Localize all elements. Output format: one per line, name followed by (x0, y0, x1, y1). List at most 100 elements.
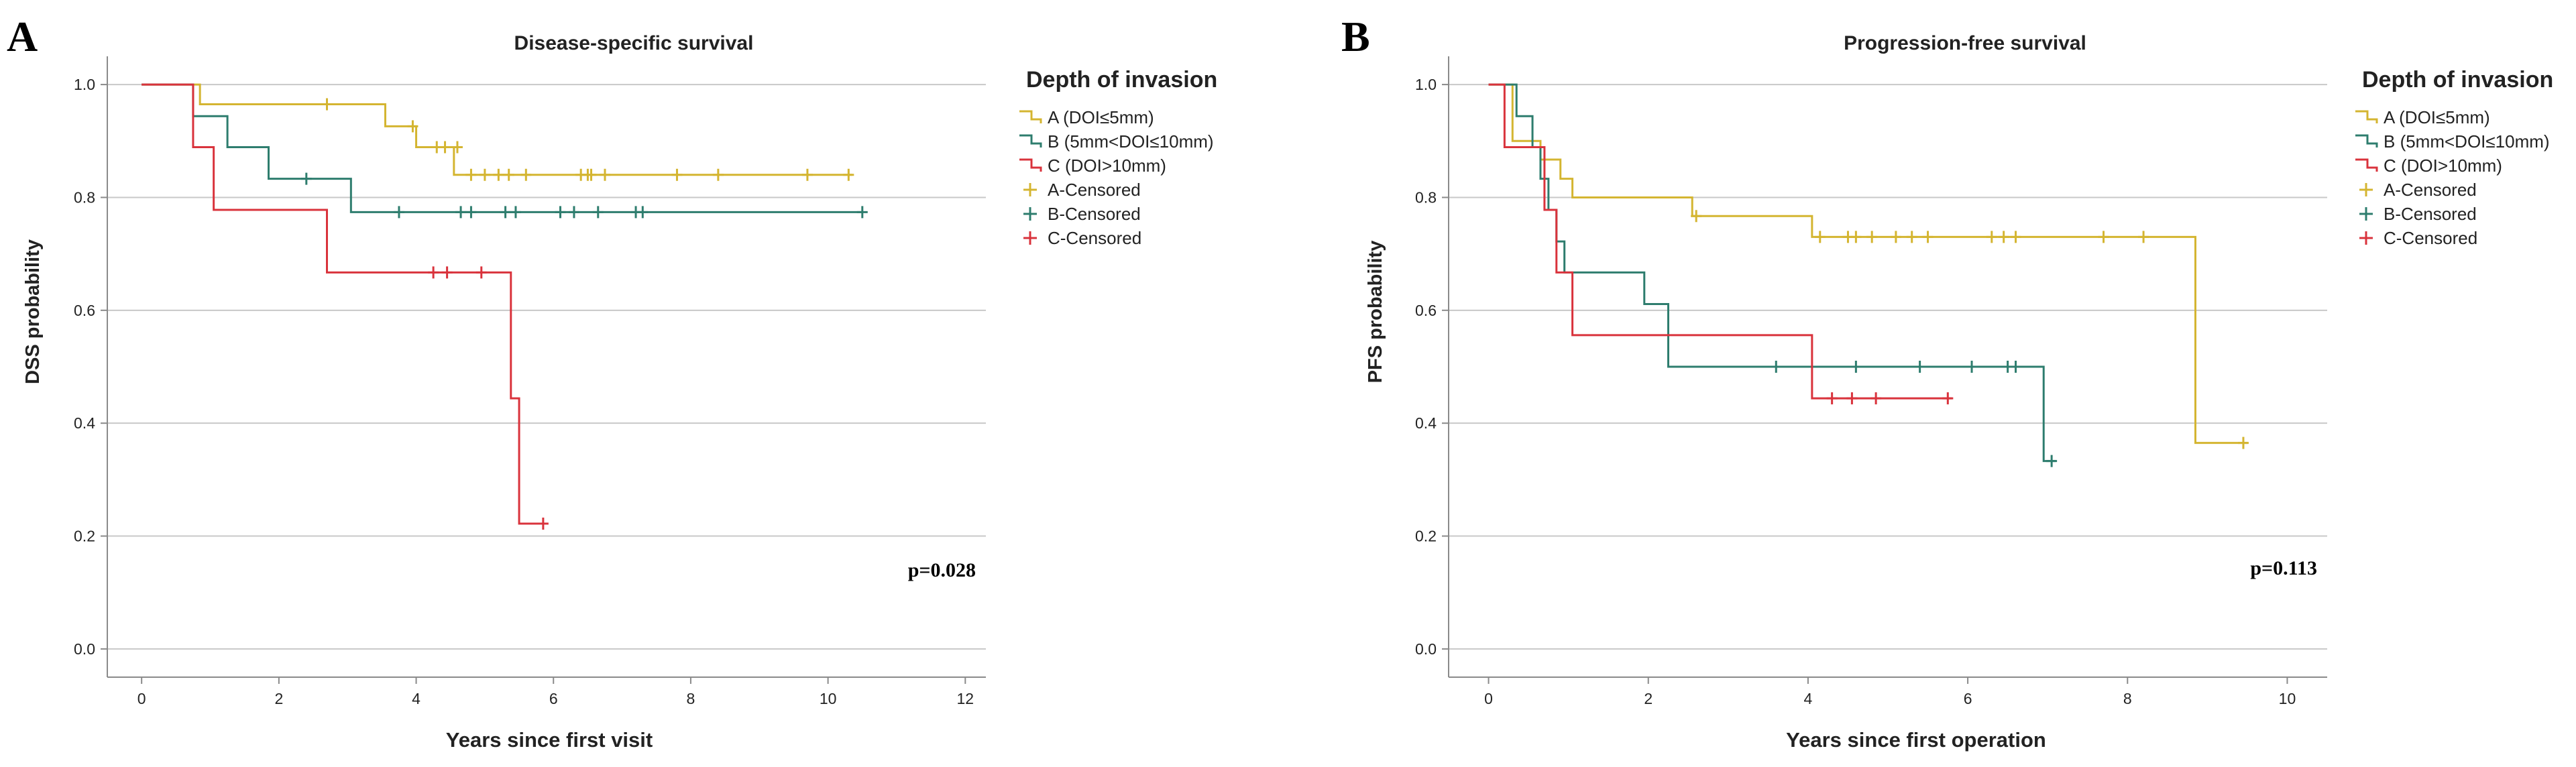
panel-b-censor-mark-a (1814, 231, 1826, 243)
panel-b-legend-censor-swatch (2359, 207, 2373, 221)
panel-a-y-tick-label: 0.6 (74, 302, 95, 319)
panel-b-title: Progression-free survival (1844, 32, 2086, 54)
panel-a-legend-censor-swatch (1023, 231, 1037, 245)
panel-a-censor-mark-b (455, 206, 467, 219)
panel-a-y-tick-label: 0.8 (74, 188, 95, 206)
panel-b-censor-mark-a (2138, 231, 2149, 243)
panel-b-legend-entry: C (DOI>10mm) (2384, 156, 2502, 176)
panel-b-legend-entry: A (DOI≤5mm) (2384, 107, 2490, 127)
panel-a-xlabel: Years since first visit (446, 728, 653, 752)
panel-a-censor-mark-a (671, 168, 683, 181)
panel-a-legend-entry: C (DOI>10mm) (1048, 156, 1166, 176)
panel-a-curve-a (142, 83, 852, 176)
panel-a-censor-mark-a (493, 168, 504, 181)
panel-a-legend-entry: B (5mm<DOI≤10mm) (1048, 131, 1214, 152)
panel-a-y-tick-label: 1.0 (74, 76, 95, 93)
panel-a-x-tick-label: 10 (820, 690, 837, 707)
panel-a-legend-entry: A (DOI≤5mm) (1048, 107, 1154, 127)
panel-a-censor-mark-a (321, 98, 333, 111)
panel-b-censor-mark-a (1998, 231, 2009, 243)
panel-b-censor-mark-c (1870, 392, 1882, 405)
panel-a-p-value: p=0.028 (908, 559, 976, 581)
panel-a-censor-mark-a (801, 168, 813, 181)
panel-a-legend-censor-swatch (1023, 207, 1037, 221)
panel-b-x-tick-label: 4 (1804, 690, 1813, 707)
panel-a-axes (107, 56, 986, 678)
panel-b-legend-swatch (2355, 110, 2378, 123)
panel-b-legend-swatch (2355, 158, 2378, 172)
panel-a-censor-mark-a (439, 141, 451, 154)
panel-b-p-value: p=0.113 (2250, 557, 2317, 579)
panel-a-legend-title: Depth of invasion (1026, 67, 1217, 93)
panel-b: B Progression-free survival 0 2 4 6 8 10 0.0 0.… (1341, 13, 2553, 752)
panel-a-x-tick-label: 6 (549, 690, 558, 707)
panel-a-censor-mark-c (441, 266, 453, 279)
panel-a-censor-mark-a (712, 168, 724, 181)
panel-b-letter: B (1341, 13, 1370, 60)
panel-b-censor-mark-a (1691, 210, 1702, 223)
panel-b-legend-swatch (2355, 134, 2378, 148)
panel-b-legend-entry: B (5mm<DOI≤10mm) (2384, 131, 2550, 152)
panel-a-ticks: 0 2 4 6 8 10 12 0.0 0.2 0.4 0.6 0.8 1.0 (74, 76, 974, 707)
panel-b-legend-title: Depth of invasion (2362, 67, 2553, 93)
panel-a-censor-mark-b (637, 206, 649, 219)
panel-a-legend-entry: A-Censored (1048, 180, 1141, 200)
panel-a-censor-mark-a (520, 168, 532, 181)
panel-b-legend: Depth of invasion A (DOI≤5mm) B (5mm<DOI≤… (2355, 67, 2553, 248)
panel-b-curve-c (1488, 83, 1952, 400)
panel-a-censor-mark-b (555, 206, 566, 219)
panel-b-censor-mark-a (1890, 231, 1901, 243)
panel-a-y-tick-label: 0.2 (74, 528, 95, 545)
panel-a-x-tick-label: 4 (412, 690, 421, 707)
panel-a-gridlines (107, 84, 986, 650)
panel-a-censor-mark-b (393, 206, 404, 219)
panel-a-y-tick-label: 0.0 (74, 640, 95, 658)
panel-a-x-tick-label: 12 (957, 690, 974, 707)
panel-b-x-tick-label: 0 (1484, 690, 1493, 707)
panel-b-censor-mark-c (1942, 392, 1954, 405)
panel-b-y-tick-label: 1.0 (1415, 76, 1437, 93)
panel-a-legend-censor-swatch (1023, 183, 1037, 196)
panel-b-y-tick-label: 0.2 (1415, 528, 1437, 545)
panel-b-y-tick-label: 0.4 (1415, 414, 1437, 432)
panel-a-x-tick-label: 8 (687, 690, 695, 707)
panel-a-censor-mark-a (479, 168, 490, 181)
panel-b-censor-mark-a (1986, 231, 1997, 243)
panel-a-censor-mark-a (843, 168, 854, 181)
panel-a-censor-mark-c (537, 518, 549, 530)
panel-b-curve-a (1488, 83, 2247, 445)
panel-b-censor-mark-a (2010, 231, 2021, 243)
panel-a-curve-c (142, 83, 547, 525)
panel-a-censor-mark-a (465, 168, 477, 181)
panel-b-y-tick-label: 0.6 (1415, 302, 1437, 319)
panel-b-censor-mark-a (1922, 231, 1934, 243)
panel-b-y-tick-label: 0.0 (1415, 640, 1437, 658)
panel-a-censor-mark-a (585, 168, 597, 181)
panel-b-xlabel: Years since first operation (1786, 728, 2046, 752)
panel-a-curves (142, 83, 868, 530)
panel-a-ylabel: DSS probability (22, 239, 44, 384)
panel-b-censor-mark-b (2010, 361, 2021, 373)
panel-a-censor-mark-b (300, 172, 312, 185)
panel-b-legend-entry: C-Censored (2384, 228, 2477, 248)
panel-a-censor-mark-a (407, 120, 418, 133)
panel-b-x-tick-label: 6 (1964, 690, 1972, 707)
panel-a-censor-mark-b (510, 206, 521, 219)
panel-b-censor-mark-a (2237, 436, 2249, 449)
panel-a-x-tick-label: 2 (274, 690, 283, 707)
panel-b-censor-mark-a (1906, 231, 1917, 243)
panel-b-y-tick-label: 0.8 (1415, 188, 1437, 206)
panel-b-censor-mark-c (1846, 392, 1858, 405)
panel-b-censor-mark-b (1771, 361, 1782, 373)
panel-a-censor-mark-b (500, 206, 511, 219)
panel-b-censor-mark-a (1866, 231, 1878, 243)
panel-a-censor-mark-b (568, 206, 579, 219)
panel-b-legend-censor-swatch (2359, 231, 2373, 245)
panel-b-censor-mark-a (1850, 231, 1862, 243)
panel-a-letter: A (7, 13, 38, 60)
panel-b-legend-entry: A-Censored (2384, 180, 2477, 200)
panel-a-legend-swatch (1019, 134, 1042, 148)
panel-a-y-tick-label: 0.4 (74, 414, 95, 432)
panel-a-censor-mark-a (451, 141, 463, 154)
panel-b-censor-mark-b (1914, 361, 1925, 373)
